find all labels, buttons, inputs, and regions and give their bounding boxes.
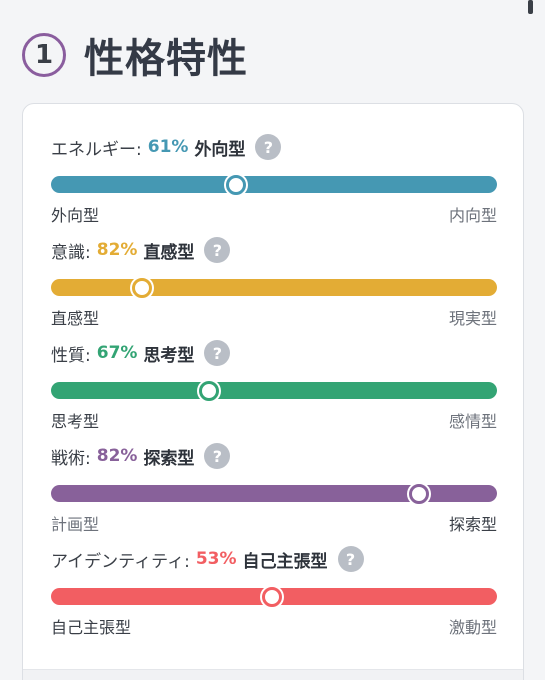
trait-slider-track <box>51 483 497 504</box>
trait-endpoints: 自己主張型 激動型 <box>51 614 497 638</box>
trait-percent: 53% <box>195 549 237 569</box>
trait-label: アイデンティティ: 53% 自己主張型 ? <box>51 544 497 574</box>
trait-slider-track <box>51 586 497 607</box>
trait-label: エネルギー: 61% 外向型 ? <box>51 132 497 162</box>
trait-name: 戦術: <box>51 448 91 469</box>
trait-name: エネルギー: <box>51 139 142 160</box>
trait-slider-knob <box>199 380 220 401</box>
trait-percent: 82% <box>96 446 138 466</box>
trait-left-label: 直感型 <box>51 309 100 328</box>
trait-slider-knob <box>226 174 247 195</box>
trait-slider-knob <box>408 483 429 504</box>
trait-mind: 意識: 82% 直感型 ? 直感型 現実型 <box>51 235 497 329</box>
trait-left-label: 外向型 <box>51 206 100 225</box>
trait-right-label: 感情型 <box>448 412 497 431</box>
trait-type: 探索型 <box>143 448 195 469</box>
trait-percent: 82% <box>96 240 138 260</box>
trait-left-label: 計画型 <box>51 515 100 534</box>
trait-endpoints: 計画型 探索型 <box>51 511 497 535</box>
step-number-badge: 1 <box>22 33 66 77</box>
trait-right-label: 内向型 <box>448 206 497 225</box>
trait-energy: エネルギー: 61% 外向型 ? 外向型 内向型 <box>51 132 497 226</box>
trait-type: 思考型 <box>143 345 195 366</box>
trait-slider-track <box>51 277 497 298</box>
trait-right-label: 現実型 <box>448 309 497 328</box>
trait-right-label: 激動型 <box>448 618 497 637</box>
trait-left-label: 自己主張型 <box>51 618 132 637</box>
trait-name: 性質: <box>51 345 91 366</box>
traits-card: エネルギー: 61% 外向型 ? 外向型 内向型 意識: 82% 直感型 ? <box>22 103 524 680</box>
trait-right-label: 探索型 <box>448 515 497 534</box>
help-icon[interactable]: ? <box>204 340 231 366</box>
trait-label: 戦術: 82% 探索型 ? <box>51 441 497 471</box>
trait-slider-track <box>51 380 497 401</box>
trait-endpoints: 外向型 内向型 <box>51 202 497 226</box>
help-icon[interactable]: ? <box>204 237 231 263</box>
trait-type: 自己主張型 <box>242 551 328 572</box>
trait-name: 意識: <box>51 242 91 263</box>
trait-endpoints: 思考型 感情型 <box>51 408 497 432</box>
trait-label: 意識: 82% 直感型 ? <box>51 235 497 265</box>
step-number: 1 <box>34 40 54 70</box>
trait-name: アイデンティティ: <box>51 551 190 572</box>
trait-nature: 性質: 67% 思考型 ? 思考型 感情型 <box>51 338 497 432</box>
trait-slider-track <box>51 174 497 195</box>
help-icon[interactable]: ? <box>337 546 364 572</box>
section-header: 1 性格特性 <box>22 28 248 82</box>
trait-slider-knob <box>261 586 282 607</box>
trait-slider-knob <box>132 277 153 298</box>
card-footer <box>23 669 523 680</box>
trait-percent: 61% <box>147 137 189 157</box>
help-icon[interactable]: ? <box>255 134 282 160</box>
section-title: 性格特性 <box>84 36 248 82</box>
trait-type: 直感型 <box>143 242 195 263</box>
trait-left-label: 思考型 <box>51 412 100 431</box>
trait-percent: 67% <box>96 343 138 363</box>
status-edge <box>528 0 533 14</box>
trait-endpoints: 直感型 現実型 <box>51 305 497 329</box>
trait-tactics: 戦術: 82% 探索型 ? 計画型 探索型 <box>51 441 497 535</box>
trait-type: 外向型 <box>194 139 246 160</box>
help-icon[interactable]: ? <box>204 443 231 469</box>
trait-identity: アイデンティティ: 53% 自己主張型 ? 自己主張型 激動型 <box>51 544 497 638</box>
trait-label: 性質: 67% 思考型 ? <box>51 338 497 368</box>
